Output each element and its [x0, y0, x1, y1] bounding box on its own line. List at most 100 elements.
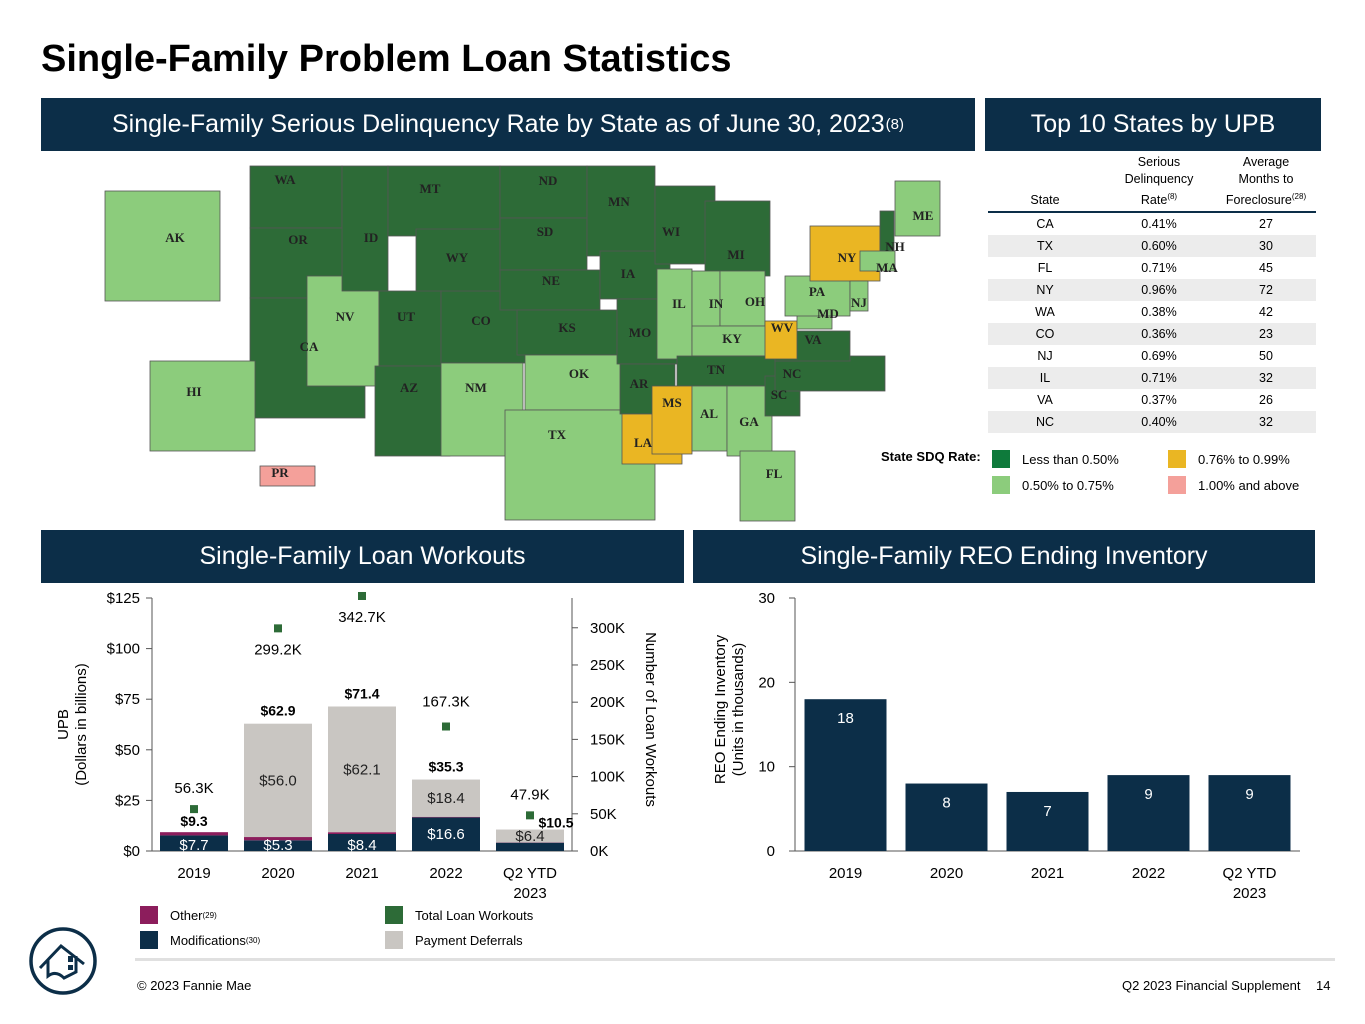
state-label-fl: FL — [766, 466, 783, 481]
cell-rate: 0.40% — [1102, 411, 1216, 434]
state-label-ak: AK — [165, 230, 185, 245]
legend-payment-deferrals: Payment Deferrals — [385, 931, 523, 949]
col-sdq-rate: Serious Delinquency Rate(8) — [1102, 154, 1216, 214]
state-label-or: OR — [288, 232, 308, 247]
reo-bar — [905, 783, 988, 851]
cell-rate: 0.37% — [1141, 393, 1177, 408]
state-label-mt: MT — [420, 181, 441, 196]
y2-axis-title: Number of Loan Workouts — [642, 632, 659, 807]
reo-bar — [804, 699, 887, 851]
state-label-nm: NM — [465, 380, 487, 395]
workouts-chart: $0 $25 $50 $75 $100 $125 0K 50K 100K 150K 200K 250K… — [55, 590, 659, 902]
table-row: NC 0.40% 32 — [988, 411, 1316, 434]
state-wv — [764, 320, 798, 360]
state-label-il: IL — [672, 296, 686, 311]
legend-swatch — [1168, 450, 1186, 468]
cell-months: 72 — [1216, 279, 1316, 302]
y2-tick-label: 50K — [590, 806, 617, 823]
workout-marker — [190, 805, 198, 814]
cell-state: VA — [1037, 393, 1053, 408]
state-ut — [378, 290, 442, 367]
y-tick-label: 20 — [758, 674, 775, 691]
table-row: FL 0.71% 45 — [988, 257, 1316, 279]
state-label-ga: GA — [739, 414, 759, 429]
state-label-me: ME — [913, 208, 934, 223]
workout-marker-label: 47.9K — [510, 786, 549, 803]
cell-months: 50 — [1259, 349, 1273, 364]
cell-state: CO — [988, 323, 1102, 346]
state-ks — [516, 309, 618, 356]
cell-state: FL — [1037, 261, 1053, 276]
y-axis-title: UPB(Dollars in billions) — [55, 663, 90, 786]
state-label-nv: NV — [336, 309, 355, 324]
state-label-az: AZ — [400, 380, 418, 395]
state-me — [894, 180, 941, 237]
footer-doc-title: Q2 2023 Financial Supplement — [1122, 978, 1301, 993]
y-tick-label: $25 — [115, 792, 140, 809]
y2-tick-label: 200K — [590, 694, 625, 711]
bar-label: $7.7 — [179, 837, 208, 854]
state-mt — [387, 165, 501, 237]
workout-marker-label: 56.3K — [174, 780, 213, 797]
cell-state: NC — [988, 411, 1102, 434]
reo-bar-label: 18 — [837, 710, 854, 727]
reo-chart: 0 10 20 30 REO Ending Inventory(Units in tho… — [712, 590, 1300, 902]
x-tick-label: Q2 YTD 2023 — [503, 865, 557, 902]
cell-rate: 0.71% — [1102, 367, 1216, 390]
cell-rate: 0.71% — [1141, 261, 1177, 276]
bar-label: $16.6 — [427, 826, 465, 843]
sdq-map: WA OR CA NV ID MT WY UT AZ CO NM ND SD NE KS OK TX MN IA MO… — [104, 165, 941, 522]
bar-segment-modifications — [328, 833, 396, 851]
col-state: State — [988, 154, 1102, 214]
reo-bar-label: 9 — [1144, 786, 1152, 803]
state-id — [341, 165, 389, 292]
state-fl — [739, 450, 796, 522]
bar-segment-modifications — [244, 840, 312, 851]
state-label-ia: IA — [621, 266, 636, 281]
bar-total-label: $35.3 — [428, 759, 463, 775]
table-row: CO 0.36% 23 — [988, 323, 1316, 346]
map-legend-item: Less than 0.50% — [992, 450, 1119, 468]
legend-swatch-total — [385, 906, 403, 924]
x-tick-label: 2020 — [930, 865, 963, 882]
y2-tick-label: 300K — [590, 620, 625, 637]
state-label-nc: NC — [783, 366, 802, 381]
footer-rule — [135, 958, 1335, 961]
state-pr — [259, 465, 316, 487]
state-label-co: CO — [471, 313, 491, 328]
cell-rate: 0.38% — [1141, 305, 1177, 320]
table-row: NY 0.96% 72 — [988, 279, 1316, 302]
workout-marker — [358, 591, 366, 600]
reo-bar — [1107, 775, 1190, 851]
y-tick-label: 0 — [767, 843, 775, 860]
y-tick-label: $75 — [115, 691, 140, 708]
workout-marker — [526, 811, 534, 820]
state-label-md: MD — [817, 306, 839, 321]
y2-tick-label: 250K — [590, 657, 625, 674]
bar-segment-modifications — [412, 817, 480, 851]
state-label-in: IN — [709, 296, 724, 311]
cell-state: CA — [1036, 217, 1054, 232]
state-nv — [306, 275, 380, 387]
bar-segment-other — [244, 837, 312, 841]
bar-segment-modifications — [496, 842, 564, 851]
reo-bar-label: 7 — [1043, 803, 1051, 820]
y-tick-label: $125 — [107, 590, 140, 607]
x-tick-label: Q2 YTD 2023 — [1223, 865, 1277, 902]
state-label-ks: KS — [558, 320, 575, 335]
legend-swatch — [992, 476, 1010, 494]
bar-total-label: $71.4 — [344, 685, 379, 701]
cell-state: NJ — [1037, 349, 1053, 364]
cell-months: 45 — [1259, 261, 1273, 276]
table-row: VA 0.37% 26 — [988, 389, 1316, 411]
state-label-ok: OK — [569, 366, 590, 381]
workout-marker-label: 299.2K — [254, 641, 302, 658]
state-label-ne: NE — [542, 273, 560, 288]
state-label-ms: MS — [662, 395, 682, 410]
state-label-al: AL — [700, 406, 718, 421]
state-ok — [524, 354, 633, 411]
legend-swatch-modifications — [140, 931, 158, 949]
state-label-id: ID — [364, 230, 378, 245]
cell-rate: 0.60% — [1102, 235, 1216, 258]
bar-segment-other — [328, 832, 396, 834]
